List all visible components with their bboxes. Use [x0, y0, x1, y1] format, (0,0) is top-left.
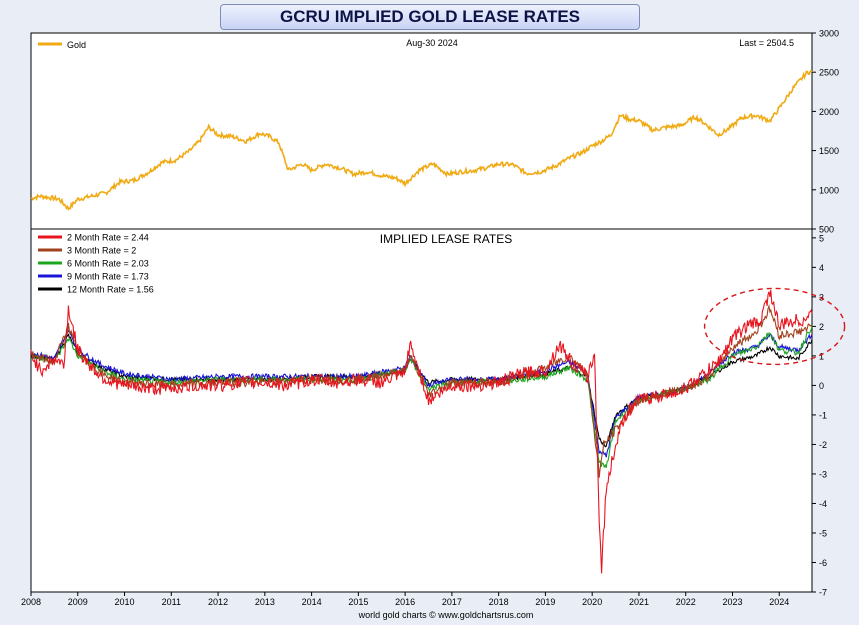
year-tick-label: 2021 — [629, 597, 649, 607]
rate-y-tick-label: -7 — [819, 588, 827, 598]
gold-y-tick-label: 2000 — [819, 107, 839, 117]
rate-y-tick-label: -5 — [819, 528, 827, 538]
year-tick-label: 2008 — [21, 597, 41, 607]
year-tick-label: 2018 — [489, 597, 509, 607]
legend-label: 3 Month Rate = 2 — [67, 246, 136, 256]
year-tick-label: 2016 — [395, 597, 415, 607]
year-tick-label: 2013 — [255, 597, 275, 607]
year-tick-label: 2010 — [115, 597, 135, 607]
highlight-ellipse — [703, 287, 846, 366]
year-tick-label: 2014 — [302, 597, 322, 607]
footer-credit: world gold charts © www.goldchartsrus.co… — [358, 610, 534, 620]
rate-y-tick-label: 3 — [819, 292, 824, 302]
rate-y-tick-label: 1 — [819, 351, 824, 361]
year-tick-label: 2009 — [68, 597, 88, 607]
rate-y-tick-label: -2 — [819, 440, 827, 450]
lease-rate-axis: -7 -6 -5 -4 -3 -2 -1 0 1 2 3 4 5 — [812, 233, 827, 598]
rate-y-tick-label: -4 — [819, 499, 827, 509]
legend-label: 12 Month Rate = 1.56 — [67, 285, 154, 295]
gold-y-tick-label: 2500 — [819, 68, 839, 78]
rate-line-2-month-rate — [30, 289, 813, 574]
chart-date: Aug-30 2024 — [406, 38, 458, 48]
year-tick-label: 2019 — [535, 597, 555, 607]
chart-title: GCRU IMPLIED GOLD LEASE RATES — [220, 4, 640, 30]
legend-label: 9 Month Rate = 1.73 — [67, 272, 149, 282]
year-tick-label: 2015 — [348, 597, 368, 607]
rate-y-tick-label: -6 — [819, 558, 827, 568]
rate-y-tick-label: 4 — [819, 263, 824, 273]
year-tick-label: 2017 — [442, 597, 462, 607]
rates-panel-title: IMPLIED LEASE RATES — [380, 232, 513, 246]
legend-gold-label: Gold — [67, 40, 86, 50]
gold-price-axis: 500 1000 1500 2000 2500 3000 — [812, 29, 839, 235]
gold-y-tick-label: 500 — [819, 225, 834, 235]
year-tick-label: 2022 — [676, 597, 696, 607]
rates-panel-frame — [30, 228, 813, 593]
year-tick-label: 2024 — [769, 597, 789, 607]
year-axis: 2008 2009 2010 2011 2012 2013 2014 2015 2016 2017… — [21, 592, 789, 607]
gold-y-tick-label: 1000 — [819, 185, 839, 195]
rate-y-tick-label: -1 — [819, 410, 827, 420]
gold-y-tick-label: 3000 — [819, 29, 839, 39]
rates-legend: 2 Month Rate = 2.44 3 Month Rate = 2 6 Mon… — [38, 233, 154, 295]
rate-y-tick-label: 0 — [819, 381, 824, 391]
year-tick-label: 2011 — [162, 597, 181, 607]
gold-panel-frame — [30, 32, 813, 230]
legend-label: 2 Month Rate = 2.44 — [67, 233, 149, 243]
gold-series-group — [30, 69, 813, 211]
rate-y-tick-label: -3 — [819, 469, 827, 479]
rate-y-tick-label: 5 — [819, 233, 824, 243]
year-tick-label: 2012 — [208, 597, 228, 607]
rate-series-group — [30, 289, 813, 574]
gold-price-line — [30, 69, 813, 211]
year-tick-label: 2023 — [722, 597, 742, 607]
rate-y-tick-label: 2 — [819, 322, 824, 332]
last-price: Last = 2504.5 — [739, 38, 794, 48]
year-tick-label: 2020 — [582, 597, 602, 607]
gold-y-tick-label: 1500 — [819, 146, 839, 156]
legend-label: 6 Month Rate = 2.03 — [67, 259, 149, 269]
